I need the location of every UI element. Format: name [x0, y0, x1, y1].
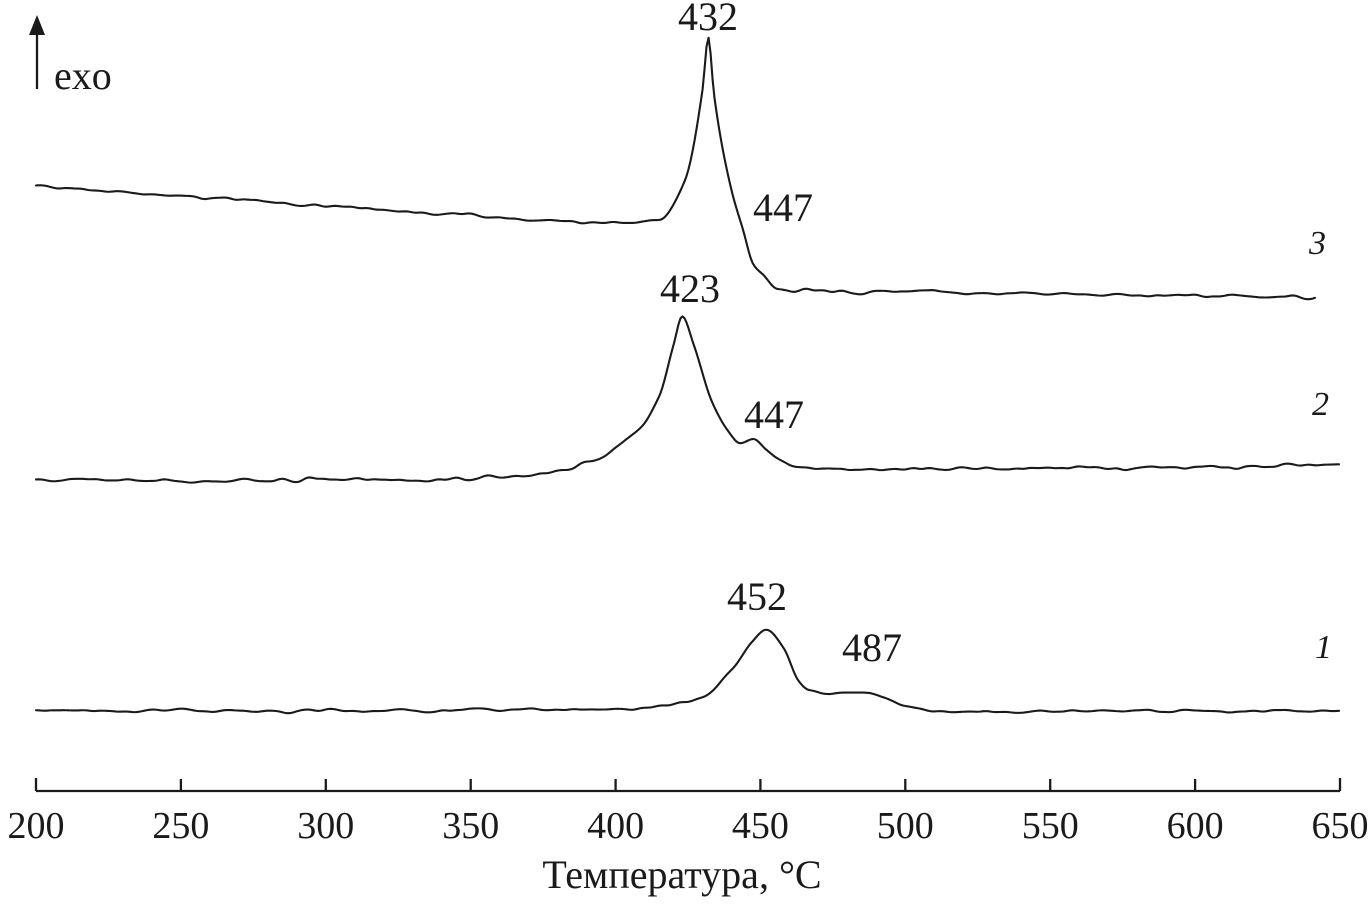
- svg-text:450: 450: [732, 805, 789, 847]
- svg-text:400: 400: [587, 805, 644, 847]
- svg-text:550: 550: [1022, 805, 1079, 847]
- svg-text:447: 447: [753, 185, 813, 230]
- svg-text:350: 350: [442, 805, 499, 847]
- svg-text:432: 432: [678, 0, 738, 39]
- svg-text:250: 250: [152, 805, 209, 847]
- svg-text:exo: exo: [54, 53, 112, 98]
- svg-text:300: 300: [297, 805, 354, 847]
- svg-text:200: 200: [8, 805, 65, 847]
- svg-text:500: 500: [877, 805, 934, 847]
- svg-text:Температура, °C: Температура, °C: [542, 852, 821, 897]
- svg-text:452: 452: [727, 574, 787, 619]
- svg-text:423: 423: [660, 266, 720, 311]
- svg-text:650: 650: [1312, 805, 1368, 847]
- svg-text:2: 2: [1312, 386, 1329, 423]
- svg-text:487: 487: [842, 625, 902, 670]
- svg-text:1: 1: [1315, 629, 1332, 666]
- svg-text:600: 600: [1167, 805, 1224, 847]
- svg-text:3: 3: [1308, 225, 1326, 262]
- svg-text:447: 447: [744, 392, 804, 437]
